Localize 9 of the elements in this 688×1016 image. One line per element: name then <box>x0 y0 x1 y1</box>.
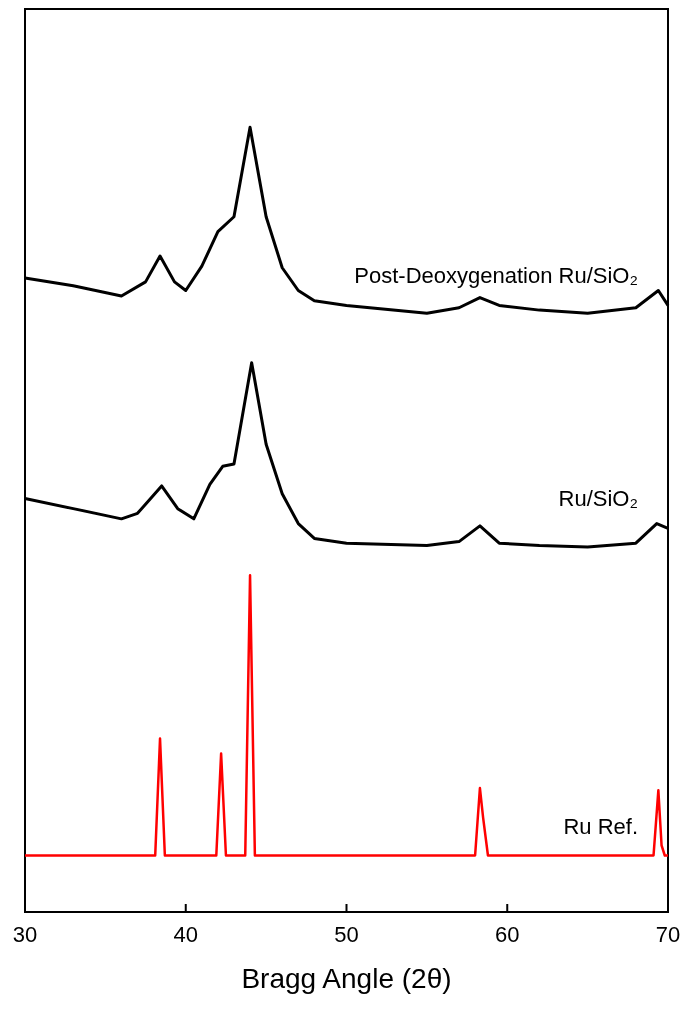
x-axis-title: Bragg Angle (2θ) <box>241 963 452 994</box>
series-label: Post-Deoxygenation Ru/SiO₂ <box>354 263 638 289</box>
x-tick-label: 50 <box>334 922 359 947</box>
series-label: Ru/SiO₂ <box>558 486 638 512</box>
x-tick-label: 70 <box>655 922 681 947</box>
x-tick-label: 30 <box>12 922 38 947</box>
x-tick-label: 40 <box>173 922 198 947</box>
x-tick-label: 60 <box>495 922 520 947</box>
series-label: Ru Ref. <box>563 813 638 839</box>
